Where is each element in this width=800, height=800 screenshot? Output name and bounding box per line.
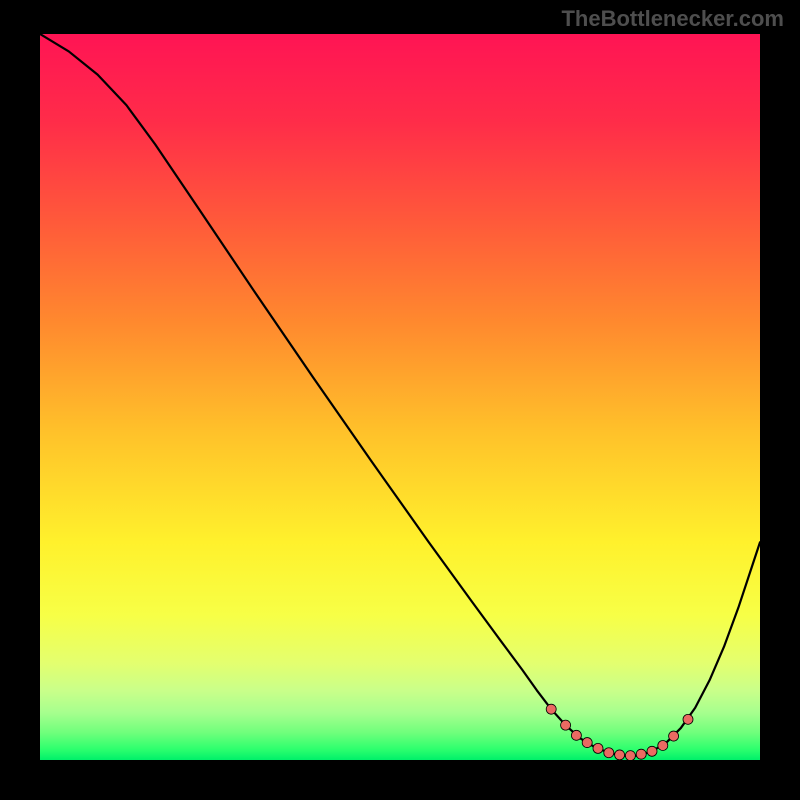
marker-dot <box>647 746 657 756</box>
marker-dot <box>593 743 603 753</box>
marker-dot <box>625 751 635 760</box>
marker-dot <box>604 748 614 758</box>
bottleneck-curve <box>40 34 760 756</box>
marker-dot <box>561 720 571 730</box>
marker-dot <box>683 714 693 724</box>
marker-dot <box>571 730 581 740</box>
marker-group <box>546 704 693 760</box>
marker-dot <box>615 750 625 760</box>
marker-dot <box>636 749 646 759</box>
marker-dot <box>669 731 679 741</box>
plot-area <box>40 34 760 760</box>
watermark-text: TheBottlenecker.com <box>561 6 784 32</box>
marker-dot <box>582 738 592 748</box>
marker-dot <box>546 704 556 714</box>
marker-dot <box>658 740 668 750</box>
chart-svg <box>40 34 760 760</box>
